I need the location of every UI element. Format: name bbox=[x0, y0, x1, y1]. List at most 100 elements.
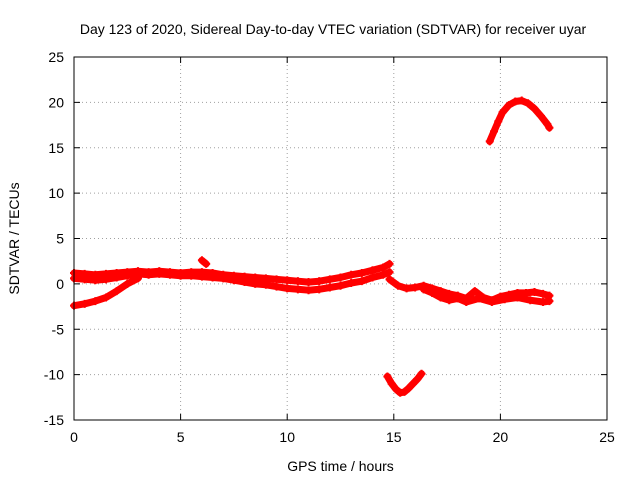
data-point bbox=[394, 281, 403, 290]
data-point bbox=[419, 285, 428, 294]
data-point bbox=[272, 282, 281, 291]
data-point bbox=[500, 295, 509, 304]
grid-lines bbox=[74, 57, 607, 420]
data-point bbox=[400, 387, 409, 396]
data-point bbox=[357, 277, 366, 286]
series-dip-arc bbox=[383, 369, 426, 397]
data-point bbox=[325, 283, 334, 292]
data-point bbox=[197, 256, 206, 265]
x-tick-label: 20 bbox=[493, 429, 509, 445]
x-tick-label: 5 bbox=[177, 429, 185, 445]
data-point bbox=[453, 294, 462, 303]
data-point bbox=[539, 289, 548, 298]
data-point bbox=[545, 297, 554, 306]
data-point bbox=[272, 275, 281, 284]
series-high-arc bbox=[485, 96, 554, 146]
data-point bbox=[347, 278, 356, 287]
data-point bbox=[80, 299, 89, 308]
data-point bbox=[383, 372, 392, 381]
data-point bbox=[123, 279, 132, 288]
data-point bbox=[402, 284, 411, 293]
data-point bbox=[155, 269, 164, 278]
data-point bbox=[462, 298, 471, 307]
x-axis-label: GPS time / hours bbox=[287, 458, 394, 474]
data-point bbox=[487, 298, 496, 307]
y-tick-label: -10 bbox=[44, 367, 64, 383]
series-band-lower bbox=[70, 268, 394, 295]
data-point bbox=[517, 96, 526, 105]
data-point bbox=[404, 384, 413, 393]
data-point bbox=[391, 385, 400, 394]
data-point bbox=[428, 288, 437, 297]
data-point bbox=[436, 293, 445, 302]
x-tick-label: 15 bbox=[386, 429, 402, 445]
data-point bbox=[357, 268, 366, 277]
data-point bbox=[445, 296, 454, 305]
data-point bbox=[513, 293, 522, 302]
data-point bbox=[470, 287, 479, 296]
chart-title: Day 123 of 2020, Sidereal Day-to-day VTE… bbox=[80, 21, 587, 37]
data-point bbox=[526, 296, 535, 305]
data-point bbox=[112, 273, 121, 282]
data-point bbox=[408, 379, 417, 388]
data-point bbox=[283, 276, 292, 285]
y-tick-label: 20 bbox=[48, 94, 64, 110]
data-point bbox=[494, 117, 503, 126]
x-tick-label: 0 bbox=[70, 429, 78, 445]
data-point bbox=[240, 278, 249, 287]
data-point bbox=[325, 275, 334, 284]
data-point bbox=[490, 127, 499, 136]
x-tick-label: 25 bbox=[599, 429, 615, 445]
data-point bbox=[144, 270, 153, 279]
data-point bbox=[385, 275, 394, 284]
data-point bbox=[197, 272, 206, 281]
data-point bbox=[283, 284, 292, 293]
data-series bbox=[70, 96, 554, 397]
y-axis-label: SDTVAR / TECUs bbox=[6, 182, 22, 294]
data-point bbox=[133, 274, 142, 283]
data-point bbox=[379, 263, 388, 272]
data-point bbox=[368, 273, 377, 282]
data-point bbox=[293, 285, 302, 294]
data-point bbox=[413, 375, 422, 384]
data-point bbox=[498, 108, 507, 117]
data-point bbox=[379, 270, 388, 279]
data-point bbox=[165, 270, 174, 279]
data-point bbox=[123, 271, 132, 280]
data-point bbox=[504, 101, 513, 110]
data-point bbox=[385, 268, 394, 277]
y-tick-label: 25 bbox=[48, 49, 64, 65]
data-point bbox=[315, 285, 324, 294]
x-tick-label: 10 bbox=[279, 429, 295, 445]
data-point bbox=[411, 283, 420, 292]
series-after-15h-lower bbox=[419, 285, 554, 307]
data-point bbox=[91, 297, 100, 306]
data-point bbox=[202, 259, 211, 268]
y-tick-label: 5 bbox=[56, 231, 64, 247]
data-point bbox=[336, 281, 345, 290]
data-point bbox=[101, 293, 110, 302]
y-tick-label: -15 bbox=[44, 412, 64, 428]
data-point bbox=[524, 99, 533, 108]
y-tick-label: 15 bbox=[48, 140, 64, 156]
data-point bbox=[417, 369, 426, 378]
data-point bbox=[385, 259, 394, 268]
data-point bbox=[347, 270, 356, 279]
data-point bbox=[261, 280, 270, 289]
data-point bbox=[536, 111, 545, 120]
y-tick-label: 10 bbox=[48, 185, 64, 201]
data-point bbox=[251, 279, 260, 288]
data-point bbox=[530, 104, 539, 113]
series-rising-segment bbox=[70, 274, 142, 310]
data-point bbox=[545, 123, 554, 132]
data-point bbox=[387, 379, 396, 388]
data-point bbox=[208, 273, 217, 282]
data-point bbox=[112, 287, 121, 296]
data-point bbox=[368, 266, 377, 275]
data-point bbox=[336, 273, 345, 282]
data-point bbox=[293, 277, 302, 286]
plot-frame bbox=[73, 56, 608, 421]
data-point bbox=[229, 276, 238, 285]
data-point bbox=[475, 294, 484, 303]
